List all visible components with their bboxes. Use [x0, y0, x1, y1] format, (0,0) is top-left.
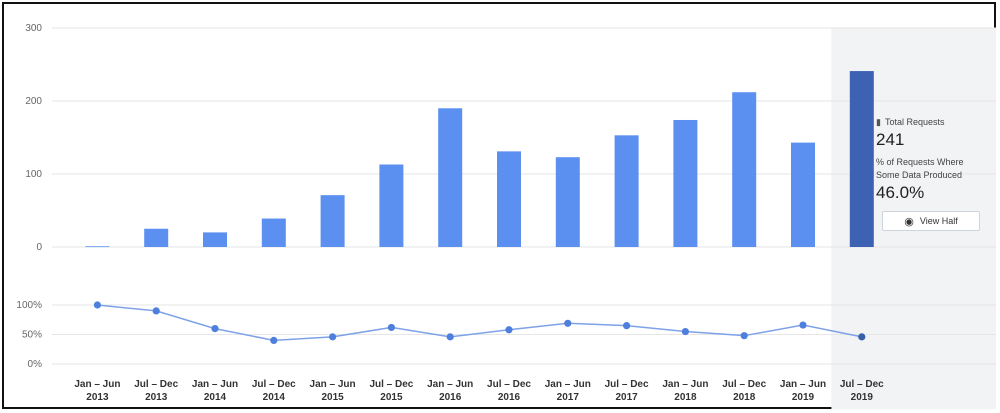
line-point: [93, 301, 101, 309]
x-tick-label-year: 2016: [498, 392, 521, 403]
line-ytick-label: 50%: [22, 330, 42, 341]
x-tick-label-period: Jan – Jun: [780, 379, 826, 390]
x-tick-label-period: Jan – Jun: [427, 379, 473, 390]
bar: [144, 228, 169, 247]
x-tick-label-year: 2014: [263, 392, 286, 403]
pct-header: % of Requests Where Some Data Produced: [876, 156, 986, 182]
x-tick-label-year: 2019: [851, 392, 874, 403]
total-requests-header: ▮ Total Requests: [876, 116, 986, 129]
summary-panel: ▮ Total Requests 241 % of Requests Where…: [876, 116, 986, 231]
x-tick-label-year: 2017: [615, 392, 638, 403]
total-requests-value: 241: [876, 130, 905, 149]
bar: [261, 218, 286, 247]
success-rate-line: [97, 304, 862, 342]
pct-value: 46.0%: [876, 183, 925, 202]
x-tick-label-period: Jan – Jun: [662, 379, 708, 390]
line-point: [387, 323, 395, 332]
line-point: [858, 333, 866, 341]
requests-chart: 0 100 200 300 0% 50% 100% Jan – Jun 2013 Jul – De…: [16, 23, 996, 409]
bar-chart-icon: ▮: [876, 117, 881, 127]
bar-ytick-label: 300: [25, 23, 42, 34]
line-point: [740, 332, 748, 340]
bar: [555, 157, 580, 247]
bar: [320, 195, 345, 247]
x-tick-label-period: Jan – Jun: [310, 379, 356, 390]
bar: [791, 142, 815, 247]
bar: [849, 71, 874, 247]
x-tick-label-period: Jan – Jun: [74, 379, 120, 390]
line-point: [564, 319, 572, 327]
x-tick-label-period: Jul – Dec: [605, 379, 649, 390]
line-point: [623, 322, 631, 330]
bar: [497, 151, 521, 247]
x-tick-label-year: 2014: [204, 392, 227, 403]
line-ytick-label: 100%: [16, 300, 42, 311]
x-tick-label-year: 2018: [674, 392, 697, 403]
bar-ytick-label: 0: [36, 242, 42, 253]
x-tick-label-period: Jan – Jun: [545, 379, 591, 390]
x-tick-label-year: 2017: [557, 392, 580, 403]
bar: [203, 232, 227, 247]
x-tick-label-period: Jul – Dec: [369, 379, 413, 390]
line-point: [505, 326, 513, 334]
x-tick-label-period: Jul – Dec: [487, 379, 531, 390]
bar-ytick-label: 100: [25, 169, 42, 180]
total-requests-label: Total Requests: [884, 117, 945, 127]
x-tick-label-period: Jul – Dec: [252, 379, 296, 390]
eye-icon: ◉: [904, 215, 914, 228]
x-tick-label-period: Jul – Dec: [722, 379, 766, 390]
bar: [438, 108, 463, 247]
line-point: [152, 307, 160, 315]
line-point: [681, 327, 690, 336]
bar-ytick-label: 200: [25, 96, 42, 107]
line-point: [211, 325, 219, 333]
x-tick-label-period: Jul – Dec: [840, 379, 884, 390]
line-point: [799, 321, 807, 329]
bar: [85, 246, 110, 248]
x-tick-label-year: 2018: [733, 392, 756, 403]
x-tick-label-year: 2016: [439, 392, 462, 403]
x-tick-label-year: 2013: [145, 392, 168, 403]
x-tick-label-year: 2015: [380, 392, 403, 403]
bar: [614, 135, 639, 247]
line-point: [446, 333, 454, 341]
bar: [732, 92, 757, 248]
view-half-button[interactable]: ◉ View Half: [882, 211, 980, 231]
x-tick-label-period: Jan – Jun: [192, 379, 238, 390]
bar: [379, 164, 404, 247]
line-point: [329, 333, 337, 341]
x-tick-label-period: Jul – Dec: [134, 379, 178, 390]
bar: [673, 119, 698, 247]
x-tick-label-year: 2013: [86, 392, 109, 403]
chart-frame: 0 100 200 300 0% 50% 100% Jan – Jun 2013 Jul – De…: [2, 2, 996, 409]
line-point: [270, 336, 278, 344]
x-tick-label-year: 2015: [321, 392, 344, 403]
line-ytick-label: 0%: [28, 359, 43, 370]
view-half-label: View Half: [919, 216, 958, 226]
pct-label: % of Requests Where Some Data Produced: [876, 157, 964, 180]
x-tick-label-year: 2019: [792, 392, 815, 403]
